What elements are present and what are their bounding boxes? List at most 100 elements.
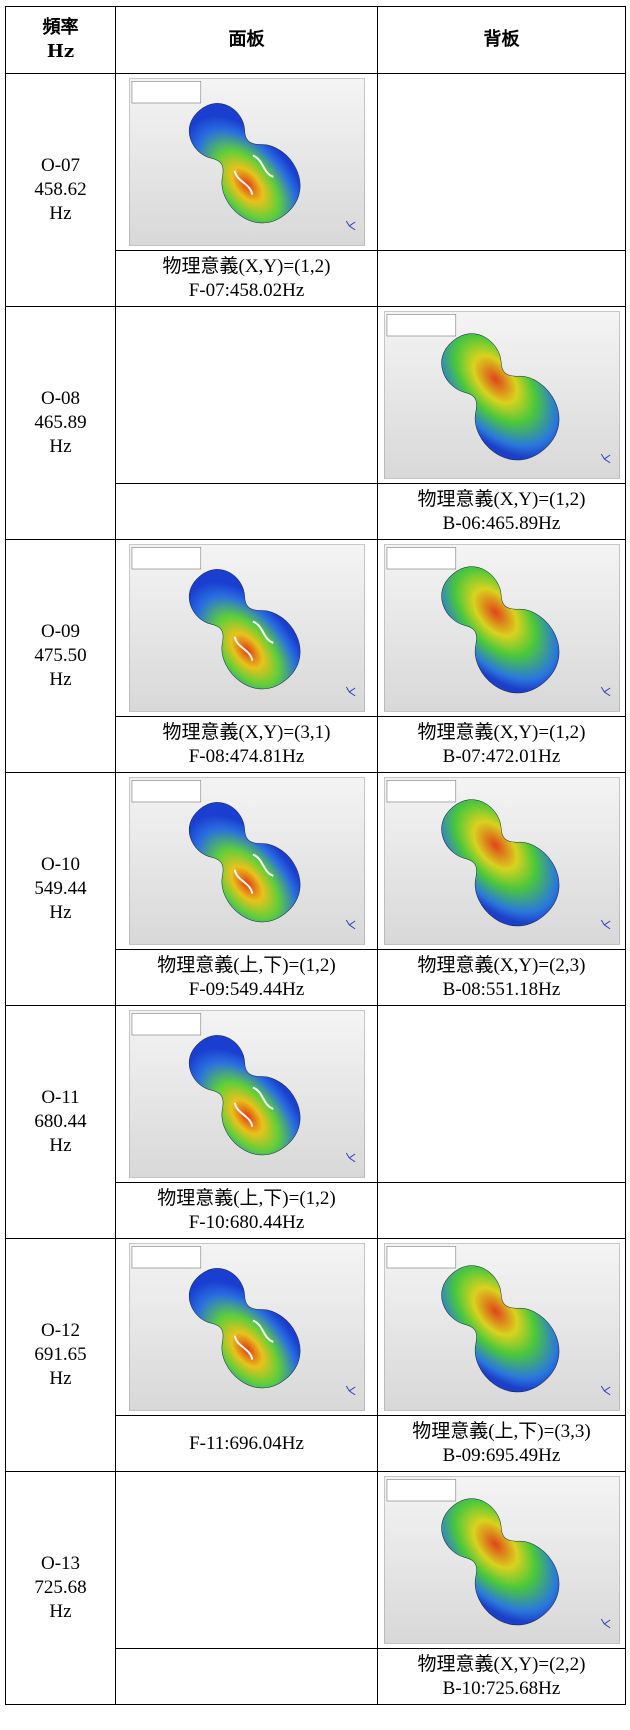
mode-shape-image — [384, 777, 620, 945]
mode-text: 691.65 — [6, 1343, 115, 1367]
caption-text: 物理意義(X,Y)=(1,2) — [378, 488, 625, 512]
mode-text: 680.44 — [6, 1110, 115, 1134]
caption-text: B-07:472.01Hz — [378, 745, 625, 769]
mode-text: 465.89 — [6, 411, 115, 435]
caption-cell: 物理意義(上,下)=(3,3)B-09:695.49Hz — [378, 1416, 626, 1472]
header-cell: 頻率 Hz — [6, 7, 116, 74]
mode-text: 725.68 — [6, 1576, 115, 1600]
header-row: 頻率 Hz 面板 背板 — [6, 7, 626, 74]
header-text: Hz — [6, 40, 115, 64]
caption-text: B-09:695.49Hz — [378, 1444, 625, 1468]
caption-cell: F-11:696.04Hz — [116, 1416, 378, 1472]
image-cell — [378, 74, 626, 251]
caption-cell: 物理意義(X,Y)=(3,1)F-08:474.81Hz — [116, 717, 378, 773]
image-cell — [378, 540, 626, 717]
mode-text: O-12 — [6, 1319, 115, 1343]
caption-text: B-08:551.18Hz — [378, 978, 625, 1002]
image-cell — [116, 1239, 378, 1416]
mode-text: Hz — [6, 1134, 115, 1158]
image-cell — [378, 1472, 626, 1649]
image-cell — [116, 1472, 378, 1649]
mode-shape-image — [384, 1476, 620, 1644]
mode-text: O-08 — [6, 387, 115, 411]
caption-text: 物理意義(上,下)=(1,2) — [116, 1187, 377, 1211]
caption-text: F-11:696.04Hz — [116, 1432, 377, 1456]
mode-shape-image — [384, 1243, 620, 1411]
image-cell — [378, 1006, 626, 1183]
mode-shape-image — [384, 311, 620, 479]
mode-text: 458.62 — [6, 178, 115, 202]
header-text: 頻率 — [6, 16, 115, 40]
caption-text: F-07:458.02Hz — [116, 279, 377, 303]
caption-text: F-09:549.44Hz — [116, 978, 377, 1002]
mode-text: Hz — [6, 1600, 115, 1624]
caption-text: 物理意義(上,下)=(3,3) — [378, 1420, 625, 1444]
mode-shape-image — [129, 777, 365, 945]
image-cell — [116, 307, 378, 484]
caption-text: 物理意義(X,Y)=(2,3) — [378, 954, 625, 978]
mode-shape-image — [129, 78, 365, 246]
image-cell — [116, 773, 378, 950]
caption-cell — [378, 1183, 626, 1239]
caption-cell: 物理意義(X,Y)=(1,2)B-07:472.01Hz — [378, 717, 626, 773]
caption-text: F-08:474.81Hz — [116, 745, 377, 769]
image-cell — [116, 74, 378, 251]
caption-cell — [116, 1649, 378, 1705]
caption-cell: 物理意義(上,下)=(1,2)F-09:549.44Hz — [116, 950, 378, 1006]
caption-text: 物理意義(X,Y)=(3,1) — [116, 721, 377, 745]
caption-text: B-10:725.68Hz — [378, 1677, 625, 1701]
caption-cell — [116, 484, 378, 540]
mode-text: O-07 — [6, 154, 115, 178]
image-cell — [378, 773, 626, 950]
image-cell — [116, 1006, 378, 1183]
mode-text: Hz — [6, 1367, 115, 1391]
caption-text: 物理意義(上,下)=(1,2) — [116, 954, 377, 978]
image-cell — [378, 1239, 626, 1416]
mode-text: Hz — [6, 202, 115, 226]
image-cell — [378, 307, 626, 484]
caption-text: B-06:465.89Hz — [378, 512, 625, 536]
page: 頻率 Hz 面板 背板 O-07458.62Hz物理意義(X,Y)=(1,2)F… — [0, 0, 630, 1730]
caption-text: 物理意義(X,Y)=(1,2) — [378, 721, 625, 745]
mode-shape-image — [129, 1243, 365, 1411]
caption-cell: 物理意義(X,Y)=(2,2)B-10:725.68Hz — [378, 1649, 626, 1705]
caption-text: F-10:680.44Hz — [116, 1211, 377, 1235]
mode-shape-image — [129, 544, 365, 712]
caption-cell: 物理意義(X,Y)=(2,3)B-08:551.18Hz — [378, 950, 626, 1006]
mode-text: Hz — [6, 435, 115, 459]
header-cell: 面板 — [116, 7, 378, 74]
mode-text: 549.44 — [6, 877, 115, 901]
caption-cell: 物理意義(X,Y)=(1,2)F-07:458.02Hz — [116, 251, 378, 307]
caption-cell — [378, 251, 626, 307]
mode-text: O-09 — [6, 620, 115, 644]
mode-text: O-10 — [6, 853, 115, 877]
mode-shape-image — [384, 544, 620, 712]
mode-text: 475.50 — [6, 644, 115, 668]
mode-text: O-13 — [6, 1552, 115, 1576]
mode-text: Hz — [6, 901, 115, 925]
caption-cell: 物理意義(上,下)=(1,2)F-10:680.44Hz — [116, 1183, 378, 1239]
caption-text: 物理意義(X,Y)=(2,2) — [378, 1653, 625, 1677]
mode-shape-image — [129, 1010, 365, 1178]
caption-text: 物理意義(X,Y)=(1,2) — [116, 255, 377, 279]
mode-text: O-11 — [6, 1086, 115, 1110]
header-cell: 背板 — [378, 7, 626, 74]
caption-cell: 物理意義(X,Y)=(1,2)B-06:465.89Hz — [378, 484, 626, 540]
image-cell — [116, 540, 378, 717]
